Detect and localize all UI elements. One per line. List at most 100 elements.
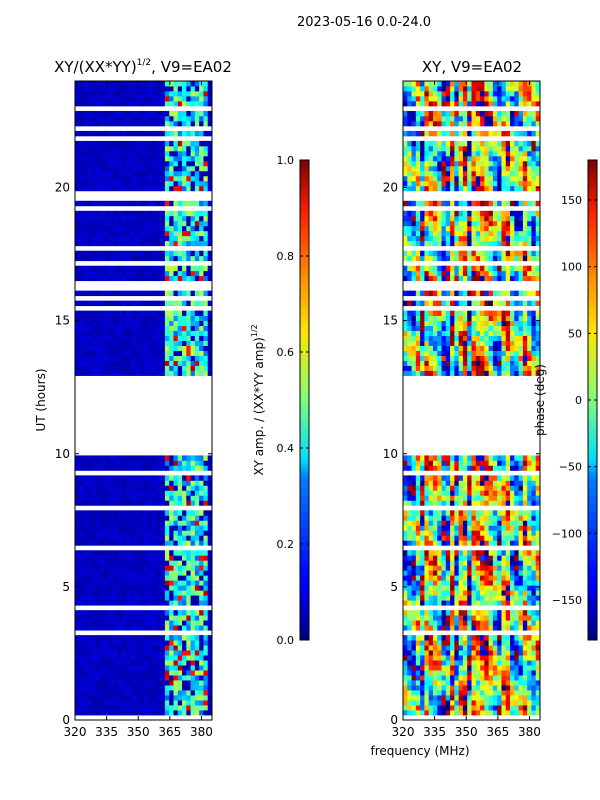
amplitude-cell [109,570,114,576]
phase-cell [480,560,485,566]
amplitude-cell [104,360,110,366]
phase-cell [432,680,438,686]
phase-cell [467,550,472,556]
amplitude-cell [203,690,209,696]
phase-cell [407,695,412,701]
phase-cell [501,530,507,536]
phase-cell [471,675,477,681]
phase-cell [454,680,460,686]
phase-cell [428,525,434,531]
phase-cell [415,700,421,706]
phase-cell [407,670,412,676]
phase-cell [531,680,537,686]
phase-cell [407,615,412,621]
amplitude-cell [186,665,191,671]
phase-cell [441,310,447,317]
amplitude-cell [203,525,209,531]
phase-cell [432,670,438,676]
phase-cell [415,320,421,327]
amplitude-cell [96,345,102,351]
amplitude-cell [199,520,204,526]
phase-cell [407,690,412,696]
phase-cell [527,650,532,656]
phase-cell [458,485,464,491]
amplitude-cell [156,200,162,207]
phase-cell [424,520,430,526]
amplitude-cell [152,625,157,631]
phase-cell [424,700,430,706]
amplitude-cell [156,255,162,262]
amplitude-cell [139,465,144,471]
amplitude-cell [173,265,179,272]
phase-cell [518,500,524,506]
amplitude-cell [177,185,183,192]
phase-cell [458,480,464,486]
amplitude-cell [194,180,200,187]
amplitude-cell [194,705,200,711]
amplitude-cell [173,81,179,87]
phase-cell [480,655,485,661]
phase-cell [424,635,430,641]
amplitude-cell [126,170,132,177]
amplitude-cell [156,680,162,686]
amplitude-cell [156,670,162,676]
amplitude-cell [173,340,179,346]
amplitude-cell [207,460,213,466]
amplitude-cell [83,330,89,336]
phase-cell [531,330,537,336]
phase-cell [420,515,425,521]
amplitude-cell [203,240,209,247]
amplitude-cell [190,360,196,366]
phase-cell [527,710,532,716]
amplitude-cell [186,500,191,506]
amplitude-cell [100,575,106,581]
amplitude-cell [92,165,97,172]
amplitude-cell [203,150,209,157]
amplitude-cell [177,140,183,147]
phase-cell [441,330,447,336]
phase-cell [471,570,477,576]
amplitude-cell [130,145,136,152]
amplitude-cell [203,230,209,237]
phase-cell [432,620,438,626]
amplitude-cell [207,240,213,247]
amplitude-cell [156,465,162,471]
amplitude-cell [109,310,114,317]
amplitude-cell [130,555,136,561]
phase-cell [475,485,481,491]
amplitude-cell [182,340,187,346]
amplitude-cell [177,330,183,336]
amplitude-cell [203,535,209,541]
amplitude-cell [100,685,106,691]
phase-heatmap [403,81,541,716]
amplitude-cell [139,650,144,656]
amplitude-cell [199,310,204,317]
amplitude-cell [156,340,162,346]
amplitude-cell [79,255,84,262]
amplitude-cell [182,270,187,277]
amplitude-cell [177,660,183,666]
phase-cell [458,330,464,336]
amplitude-cell [96,330,102,336]
amplitude-cell [96,490,102,496]
amplitude-cell [134,355,140,361]
amplitude-cell [139,235,144,242]
amplitude-cell [186,325,191,332]
phase-cell [505,310,511,317]
x-tick-label: 335 [95,725,118,739]
phase-cell [492,370,498,376]
phase-cell [514,705,519,711]
amplitude-cell [113,610,119,616]
amplitude-cell [160,330,166,336]
amplitude-cell [83,500,89,506]
amplitude-cell [177,115,183,122]
phase-cell [467,670,472,676]
amplitude-cell [126,670,132,676]
amplitude-cell [156,520,162,526]
amplitude-cell [194,175,200,182]
amplitude-cell [104,230,110,237]
amplitude-cell [160,585,166,591]
amplitude-cell [199,145,204,152]
phase-cell [505,655,511,661]
phase-cell [420,595,425,601]
